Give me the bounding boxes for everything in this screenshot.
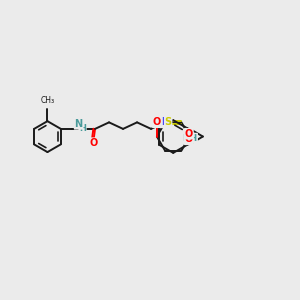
- Text: O: O: [185, 129, 193, 139]
- Text: N: N: [75, 119, 83, 129]
- Text: H: H: [79, 124, 86, 134]
- Text: O: O: [89, 138, 98, 148]
- Text: CH₃: CH₃: [40, 96, 55, 105]
- Text: N: N: [161, 117, 169, 128]
- Text: O: O: [185, 134, 193, 144]
- Text: NH: NH: [182, 134, 197, 142]
- Text: O: O: [153, 117, 161, 127]
- Text: S: S: [164, 117, 172, 128]
